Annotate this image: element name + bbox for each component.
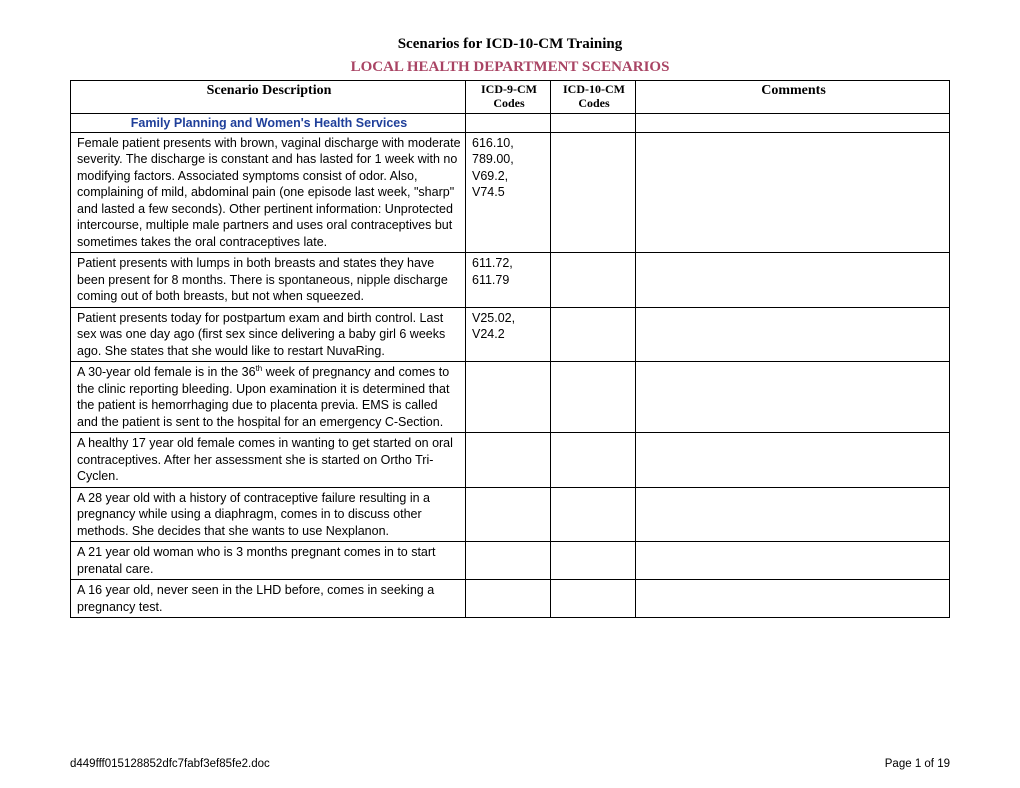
- col-header-icd10: ICD-10-CM Codes: [551, 81, 636, 114]
- icd10-codes: [551, 132, 636, 253]
- col-header-icd9-top: ICD-9-CM: [481, 82, 537, 96]
- scenario-description: A 30-year old female is in the 36th week…: [71, 362, 466, 433]
- document-page: Scenarios for ICD-10-CM Training LOCAL H…: [0, 0, 1020, 618]
- icd9-codes: 611.72, 611.79: [466, 253, 551, 308]
- icd10-codes: [551, 307, 636, 362]
- section-header: Family Planning and Women's Health Servi…: [71, 113, 466, 132]
- col-header-icd10-top: ICD-10-CM: [563, 82, 625, 96]
- section-header-empty: [551, 113, 636, 132]
- comments-cell: [636, 253, 950, 308]
- table-body: Female patient presents with brown, vagi…: [71, 132, 950, 618]
- col-header-scenario: Scenario Description: [71, 81, 466, 114]
- icd10-codes: [551, 253, 636, 308]
- icd10-codes: [551, 580, 636, 618]
- comments-cell: [636, 580, 950, 618]
- scenario-description: Female patient presents with brown, vagi…: [71, 132, 466, 253]
- table-row: Patient presents with lumps in both brea…: [71, 253, 950, 308]
- footer-page-number: Page 1 of 19: [885, 758, 950, 770]
- section-header-row: Family Planning and Women's Health Servi…: [71, 113, 950, 132]
- scenario-description: A healthy 17 year old female comes in wa…: [71, 433, 466, 488]
- comments-cell: [636, 307, 950, 362]
- col-header-comments: Comments: [636, 81, 950, 114]
- comments-cell: [636, 487, 950, 542]
- table-header-row: Scenario Description ICD-9-CM Codes ICD-…: [71, 81, 950, 114]
- icd10-codes: [551, 487, 636, 542]
- comments-cell: [636, 362, 950, 433]
- col-header-icd10-bot: Codes: [578, 96, 609, 110]
- page-title: Scenarios for ICD-10-CM Training: [70, 36, 950, 53]
- icd10-codes: [551, 542, 636, 580]
- icd9-codes: [466, 580, 551, 618]
- scenario-description: Patient presents with lumps in both brea…: [71, 253, 466, 308]
- scenarios-table: Scenario Description ICD-9-CM Codes ICD-…: [70, 80, 950, 618]
- scenario-description: Patient presents today for postpartum ex…: [71, 307, 466, 362]
- section-header-empty: [466, 113, 551, 132]
- scenario-description: A 16 year old, never seen in the LHD bef…: [71, 580, 466, 618]
- icd9-codes: [466, 433, 551, 488]
- scenario-description: A 21 year old woman who is 3 months preg…: [71, 542, 466, 580]
- icd9-codes: [466, 487, 551, 542]
- icd9-codes: [466, 542, 551, 580]
- table-row: A 21 year old woman who is 3 months preg…: [71, 542, 950, 580]
- page-subtitle: LOCAL HEALTH DEPARTMENT SCENARIOS: [70, 59, 950, 76]
- comments-cell: [636, 542, 950, 580]
- col-header-icd9: ICD-9-CM Codes: [466, 81, 551, 114]
- icd9-codes: [466, 362, 551, 433]
- page-footer: d449fff015128852dfc7fabf3ef85fe2.doc Pag…: [70, 758, 950, 770]
- table-row: A 16 year old, never seen in the LHD bef…: [71, 580, 950, 618]
- comments-cell: [636, 132, 950, 253]
- icd10-codes: [551, 362, 636, 433]
- footer-filename: d449fff015128852dfc7fabf3ef85fe2.doc: [70, 758, 270, 770]
- section-header-empty: [636, 113, 950, 132]
- col-header-icd9-bot: Codes: [493, 96, 524, 110]
- table-row: Patient presents today for postpartum ex…: [71, 307, 950, 362]
- comments-cell: [636, 433, 950, 488]
- icd10-codes: [551, 433, 636, 488]
- icd9-codes: 616.10, 789.00, V69.2, V74.5: [466, 132, 551, 253]
- icd9-codes: V25.02, V24.2: [466, 307, 551, 362]
- table-row: A healthy 17 year old female comes in wa…: [71, 433, 950, 488]
- scenario-description: A 28 year old with a history of contrace…: [71, 487, 466, 542]
- table-row: Female patient presents with brown, vagi…: [71, 132, 950, 253]
- table-row: A 28 year old with a history of contrace…: [71, 487, 950, 542]
- table-row: A 30-year old female is in the 36th week…: [71, 362, 950, 433]
